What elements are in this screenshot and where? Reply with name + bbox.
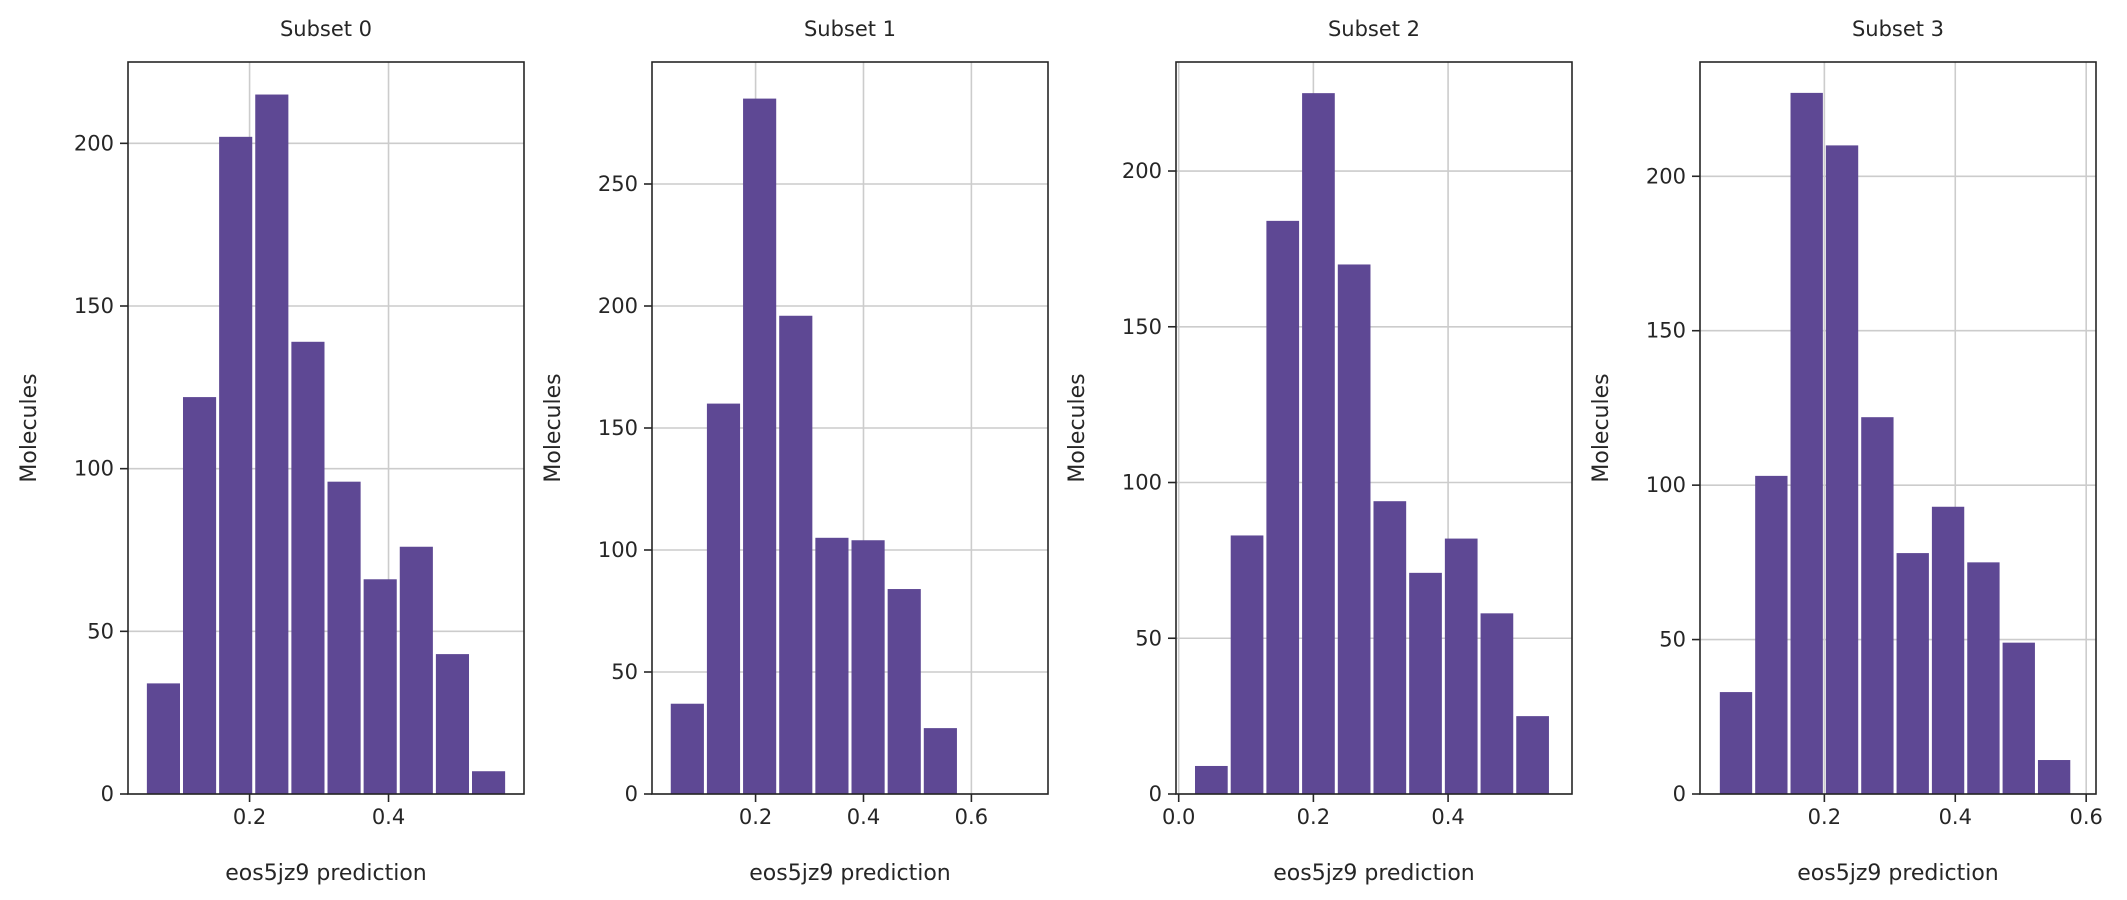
plot-frame bbox=[1699, 61, 2097, 795]
histogram-bar bbox=[1790, 92, 1823, 794]
histogram-bar bbox=[399, 546, 433, 794]
x-tick-label: 0.2 bbox=[1297, 805, 1330, 829]
histogram-bar bbox=[1967, 562, 2000, 794]
y-tick-label: 150 bbox=[598, 416, 638, 440]
y-tick-label: 200 bbox=[1646, 164, 1686, 188]
histogram-bar bbox=[1755, 475, 1788, 794]
y-tick-label: 0 bbox=[625, 782, 638, 806]
histogram-bar bbox=[1719, 692, 1753, 794]
histogram-bar bbox=[851, 540, 885, 794]
histogram-bar bbox=[1931, 506, 1965, 794]
histogram-bar bbox=[779, 315, 813, 794]
histogram-bar bbox=[2037, 760, 2071, 794]
y-tick-label: 0 bbox=[1673, 782, 1686, 806]
y-tick-label: 150 bbox=[1122, 315, 1162, 339]
x-tick-label: 0.4 bbox=[847, 805, 880, 829]
plot-frame bbox=[127, 61, 525, 795]
x-tick-label: 0.0 bbox=[1162, 805, 1195, 829]
subplot-title: Subset 2 bbox=[1328, 17, 1420, 41]
histogram-bar bbox=[923, 728, 957, 794]
histogram-bar bbox=[435, 654, 470, 794]
y-axis-label: Molecules bbox=[1065, 373, 1090, 482]
y-tick-label: 50 bbox=[87, 619, 114, 643]
histogram-bar bbox=[1825, 145, 1859, 795]
histogram-bar bbox=[363, 579, 397, 794]
histogram-bar bbox=[1373, 501, 1407, 794]
subplot-title: Subset 1 bbox=[804, 17, 896, 41]
histogram-bar bbox=[255, 94, 289, 795]
x-tick-label: 0.2 bbox=[739, 805, 772, 829]
y-tick-label: 0 bbox=[1149, 782, 1162, 806]
histogram-bar bbox=[1337, 264, 1371, 794]
histogram-bar bbox=[291, 341, 325, 794]
histogram-bar bbox=[1409, 572, 1442, 794]
y-axis-label: Molecules bbox=[17, 373, 42, 482]
histogram-bar bbox=[472, 771, 506, 794]
y-tick-label: 50 bbox=[1659, 628, 1686, 652]
histogram-bar bbox=[146, 683, 180, 794]
subplot-title: Subset 3 bbox=[1852, 17, 1944, 41]
histogram-bar bbox=[887, 589, 921, 794]
y-tick-label: 100 bbox=[598, 538, 638, 562]
y-tick-label: 100 bbox=[1122, 471, 1162, 495]
histogram-bar bbox=[706, 403, 741, 794]
histogram-bar bbox=[327, 481, 361, 794]
y-axis-label: Molecules bbox=[541, 373, 566, 482]
histogram-bar bbox=[1896, 553, 1929, 794]
subplot-1: 0.2 0.4 0.6 0 50 100 150 200 250 Subset 1 eos5jz9 … bbox=[541, 17, 1049, 886]
y-tick-label: 50 bbox=[611, 660, 638, 684]
y-tick-label: 0 bbox=[101, 782, 114, 806]
x-tick-label: 0.6 bbox=[955, 805, 988, 829]
x-tick-label: 0.4 bbox=[1939, 805, 1972, 829]
subplot-0: 0.2 0.4 0 50 100 150 200 Subset 0 eos5jz9 predic… bbox=[17, 17, 525, 886]
y-tick-label: 200 bbox=[598, 294, 638, 318]
histogram-bar bbox=[1302, 93, 1335, 795]
y-axis-label: Molecules bbox=[1589, 373, 1614, 482]
y-tick-label: 150 bbox=[1646, 319, 1686, 343]
histogram-bar bbox=[1516, 716, 1549, 794]
histogram-bar bbox=[2002, 642, 2035, 794]
y-tick-label: 250 bbox=[598, 172, 638, 196]
subplot-3: 0.2 0.4 0.6 0 50 100 150 200 Subset 3 eos5jz9 pre… bbox=[1589, 17, 2103, 886]
plot-frame bbox=[1175, 61, 1573, 795]
x-tick-label: 0.6 bbox=[2069, 805, 2102, 829]
x-tick-label: 0.2 bbox=[1808, 805, 1841, 829]
histogram-bar bbox=[182, 397, 217, 794]
histogram-bar bbox=[219, 136, 253, 794]
x-tick-label: 0.4 bbox=[1431, 805, 1464, 829]
y-tick-label: 200 bbox=[74, 131, 114, 155]
x-axis-label: eos5jz9 prediction bbox=[225, 861, 426, 886]
y-tick-label: 50 bbox=[1135, 626, 1162, 650]
histogram-bar bbox=[743, 98, 777, 795]
subplot-2: 0.0 0.2 0.4 0 50 100 150 200 Subset 2 eos5jz9 pre… bbox=[1065, 17, 1573, 886]
histogram-bar bbox=[815, 537, 849, 794]
histogram-bar bbox=[1861, 417, 1894, 794]
x-tick-label: 0.4 bbox=[372, 805, 405, 829]
histogram-bar bbox=[1230, 535, 1264, 794]
y-tick-label: 200 bbox=[1122, 159, 1162, 183]
histogram-bar bbox=[670, 703, 704, 794]
x-axis-label: eos5jz9 prediction bbox=[1797, 861, 1998, 886]
histogram-bar bbox=[1266, 220, 1300, 795]
x-axis-label: eos5jz9 prediction bbox=[1273, 861, 1474, 886]
histogram-bar bbox=[1195, 765, 1228, 794]
x-tick-label: 0.2 bbox=[233, 805, 266, 829]
y-tick-label: 100 bbox=[74, 457, 114, 481]
histogram-bar bbox=[1444, 538, 1478, 794]
y-tick-label: 100 bbox=[1646, 473, 1686, 497]
x-axis-label: eos5jz9 prediction bbox=[749, 861, 950, 886]
histogram-bar bbox=[1480, 613, 1514, 794]
y-tick-label: 150 bbox=[74, 294, 114, 318]
subplot-title: Subset 0 bbox=[280, 17, 372, 41]
